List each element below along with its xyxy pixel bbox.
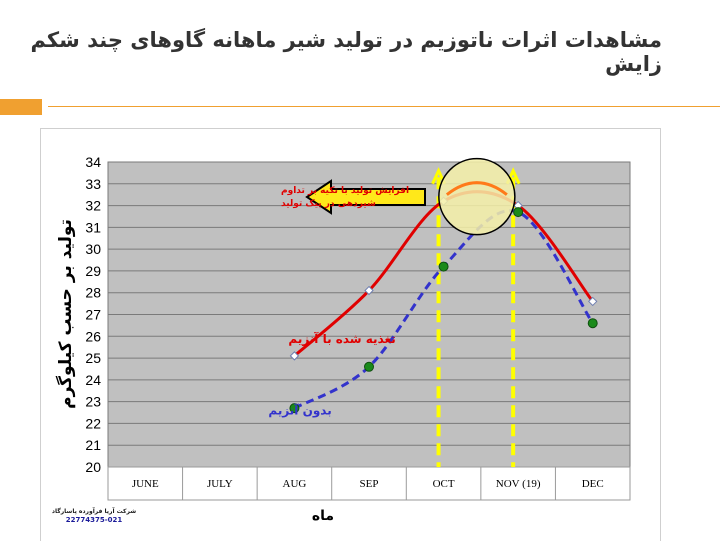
x-tick-label: JULY [207,478,233,490]
y-tick-label: 31 [85,219,101,235]
y-tick-label: 33 [85,176,101,192]
annotation-text-line: شیردهی در پیک تولید [281,199,376,209]
x-tick-label: AUG [283,478,307,490]
x-axis-band [107,466,631,501]
slide-title: مشاهدات اثرات ناتوزیم در تولید شیر ماهان… [30,28,662,76]
annotations: تغذیه شده با آنزیم بدون آنزیم افزایش تولید… [268,157,516,419]
data-point-circle [289,403,300,414]
peak-highlight-arc [445,181,508,196]
x-tick-label: SEP [360,478,379,490]
y-tick-label: 29 [85,263,101,279]
y-tick-label: 26 [85,328,101,344]
footer-phone: 22774375-021 [65,516,123,524]
x-axis-label: ماه [312,508,334,524]
y-tick-label: 34 [85,154,101,170]
title-accent-line [48,106,720,107]
footer-note: شرکت آریا فرآورده پاسارگاد 22774375-021 [48,507,140,525]
data-point-circle [364,361,374,372]
data-point-diamond [289,351,300,361]
y-tick-label: 20 [85,459,101,475]
y-tick-label: 22 [85,415,101,431]
x-tick-label: DEC [582,478,604,490]
x-tick-label: NOV (19) [496,478,541,490]
x-tick-label: OCT [433,478,455,490]
annotation-arrow [305,179,426,215]
series-label-without-enzyme: بدون آنزیم [268,403,331,419]
data-point-circle [587,318,598,329]
grid-lines [107,161,631,468]
series-label-with-enzyme: تغذیه شده با آنزیم [288,331,395,346]
y-tick-label: 28 [85,285,101,301]
x-tick-label: JUNE [132,478,159,490]
milk-production-chart: 20 21 22 23 24 25 26 27 28 29 30 31 32 33 34 JUNE JULY A… [55,154,631,524]
data-point-diamond [364,285,374,296]
y-tick-labels: 20 21 22 23 24 25 26 27 28 29 30 31 32 33 34 [85,154,101,475]
y-tick-label: 23 [85,394,101,410]
footer-company: شرکت آریا فرآورده پاسارگاد [51,508,137,515]
y-tick-label: 27 [85,307,101,323]
annotation-text-line: افزایش تولید با تکیه بر تداوم [281,186,409,196]
y-tick-label: 24 [85,372,101,388]
x-tick-labels: JUNE JULY AUG SEP OCT NOV (19) DEC [132,478,604,490]
title-accent-block [0,99,42,115]
y-tick-label: 30 [85,241,101,257]
chart-frame: 20 21 22 23 24 25 26 27 28 29 30 31 32 33 34 JUNE JULY A… [40,128,661,541]
y-axis-label: تولید بر حسب کیلوگرم [55,219,76,409]
data-point-diamond [588,296,598,307]
peak-highlight-circle [438,157,516,236]
y-tick-label: 25 [85,350,101,366]
y-tick-label: 32 [85,198,101,214]
data-point-circle [513,207,524,218]
y-tick-label: 21 [85,437,101,453]
data-point-circle [438,261,449,272]
